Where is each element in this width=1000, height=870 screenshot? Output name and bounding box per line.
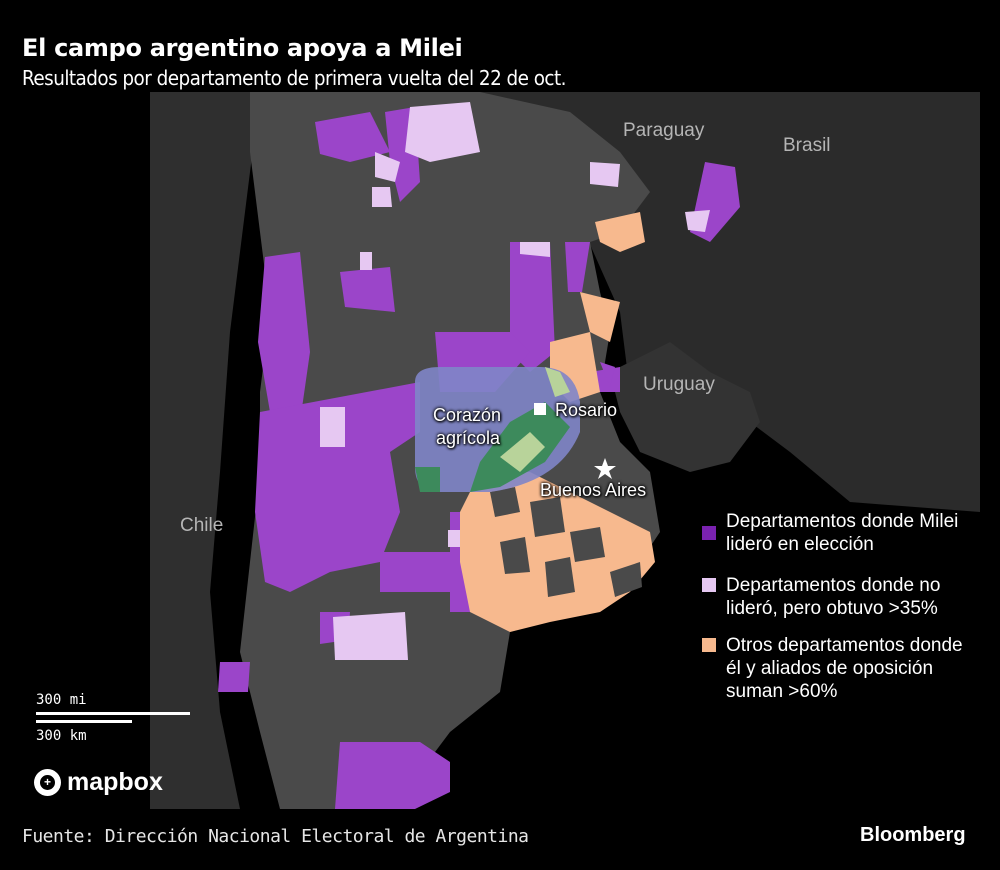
source-note: Fuente: Dirección Nacional Electoral de … <box>22 826 529 847</box>
legend: Departamentos donde Milei lideró en elec… <box>700 510 980 717</box>
buenos-aires-star-icon <box>594 458 616 479</box>
label-heartland-line2: agrícola <box>436 428 501 448</box>
uruguay-land <box>610 342 760 472</box>
mapbox-plus-glyph: + <box>40 775 55 790</box>
legend-swatch-lilac <box>702 578 716 592</box>
bloomberg-logo: Bloomberg <box>860 824 966 846</box>
chile-land <box>150 92 260 809</box>
scale-bar-km <box>36 720 132 723</box>
legend-label: Departamentos donde Milei lideró en elec… <box>726 511 959 555</box>
neighbor-land-paraguay-brasil <box>230 92 980 512</box>
label-chile: Chile <box>180 515 224 536</box>
legend-label: Departamentos donde no lideró, pero obtu… <box>726 575 941 619</box>
legend-swatch-peach <box>702 638 716 652</box>
scale-km: 300 km <box>36 728 87 744</box>
label-buenos-aires: Buenos Aires <box>540 480 647 500</box>
label-uruguay: Uruguay <box>643 374 715 395</box>
milei-over35-departments <box>320 102 710 660</box>
chart-title: El campo argentino apoya a Milei <box>22 34 463 62</box>
label-paraguay: Paraguay <box>623 120 705 141</box>
buenos-aires-dark-departments <box>490 452 642 597</box>
label-rosario: Rosario <box>555 400 618 420</box>
mapbox-wordmark: mapbox <box>67 768 163 796</box>
scale-bar-miles <box>36 712 190 715</box>
legend-item-milei-led: Departamentos donde Milei lideró en elec… <box>700 510 980 556</box>
mapbox-logo-icon: + <box>34 769 61 796</box>
legend-swatch-purple <box>702 526 716 540</box>
scale-bar: 300 mi 300 km <box>36 692 190 744</box>
rosario-marker <box>534 403 546 415</box>
scale-miles: 300 mi <box>36 692 87 708</box>
label-heartland-line1: Corazón <box>433 405 502 425</box>
map-canvas[interactable] <box>150 92 980 809</box>
heartland-region <box>415 367 580 492</box>
map-graphic <box>150 92 980 809</box>
legend-label: Otros departamentos donde él y aliados d… <box>726 635 963 702</box>
chart-subtitle: Resultados por departamento de primera v… <box>22 66 567 90</box>
mapbox-attribution[interactable]: + mapbox <box>34 768 163 797</box>
label-brasil: Brasil <box>783 135 831 156</box>
legend-item-opposition: Otros departamentos donde él y aliados d… <box>700 634 980 703</box>
legend-item-over35: Departamentos donde no lideró, pero obtu… <box>700 574 980 620</box>
